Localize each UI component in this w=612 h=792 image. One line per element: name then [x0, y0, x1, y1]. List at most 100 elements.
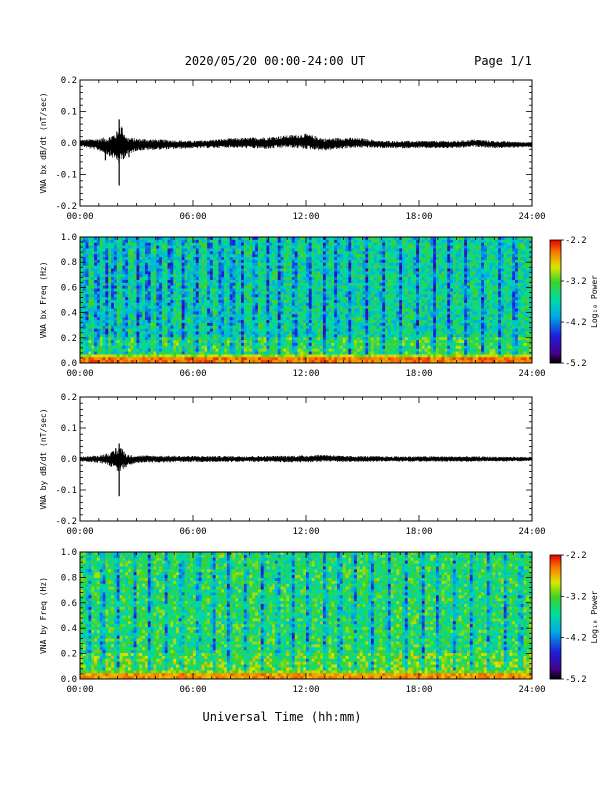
heatmap-cell — [272, 271, 276, 275]
heatmap-cell — [147, 248, 152, 252]
heatmap-cell — [82, 314, 87, 318]
heatmap-cell — [122, 305, 126, 309]
heatmap-cell — [195, 334, 200, 338]
heatmap-cell — [212, 254, 217, 258]
heatmap-cell — [337, 334, 341, 338]
heatmap-cell — [178, 354, 183, 358]
heatmap-cell — [201, 334, 205, 338]
heatmap-cell — [306, 288, 310, 292]
heatmap-cell — [190, 334, 194, 338]
heatmap-cell — [173, 291, 177, 295]
heatmap-cell — [390, 242, 394, 246]
heatmap-cell — [173, 322, 177, 327]
heatmap-cell — [249, 239, 253, 244]
heatmap-cell — [119, 334, 123, 338]
heatmap-cell — [184, 325, 188, 330]
heatmap-cell — [156, 340, 160, 344]
heatmap-cell — [184, 294, 188, 298]
heatmap-cell — [356, 288, 361, 292]
heatmap-cell — [241, 277, 245, 281]
heatmap-cell — [342, 288, 346, 292]
heatmap-cell — [382, 237, 386, 241]
heatmap-cell — [232, 334, 236, 338]
heatmap-cell — [99, 285, 104, 289]
heatmap-cell — [311, 345, 315, 350]
heatmap-cell — [122, 331, 126, 335]
heatmap-cell — [88, 248, 92, 252]
heatmap-cell — [150, 308, 154, 312]
heatmap-cell — [368, 308, 372, 312]
heatmap-cell — [159, 251, 163, 255]
heatmap-cell — [153, 239, 157, 244]
heatmap-cell — [221, 254, 225, 258]
heatmap-cell — [314, 311, 318, 315]
heatmap-cell — [331, 242, 335, 246]
heatmap-cell — [286, 334, 290, 338]
heatmap-cell — [272, 340, 276, 344]
heatmap-cell — [359, 360, 363, 364]
heatmap-cell — [322, 340, 327, 344]
heatmap-cell — [156, 297, 160, 301]
heatmap-cell — [243, 314, 248, 318]
heatmap-cell — [136, 342, 140, 347]
heatmap-cell — [328, 342, 332, 347]
heatmap-cell — [277, 237, 281, 241]
heatmap-cell — [173, 274, 177, 278]
heatmap-cell — [156, 271, 160, 275]
heatmap-cell — [238, 357, 242, 361]
heatmap-cell — [385, 242, 389, 246]
heatmap-cell — [111, 360, 115, 364]
heatmap-cell — [181, 294, 185, 298]
heatmap-cell — [156, 357, 160, 361]
heatmap-cell — [300, 337, 304, 341]
heatmap-cell — [113, 337, 118, 341]
heatmap-cell — [294, 331, 298, 335]
heatmap-cell — [215, 300, 219, 304]
heatmap-cell — [201, 325, 205, 330]
heatmap-cell — [331, 279, 335, 284]
heatmap-cell — [91, 251, 95, 255]
heatmap-cell — [379, 342, 383, 347]
heatmap-cell — [99, 305, 104, 309]
heatmap-cell — [193, 254, 197, 258]
heatmap-cell — [272, 268, 276, 272]
heatmap-cell — [133, 345, 137, 350]
heatmap-cell — [136, 354, 140, 358]
heatmap-cell — [94, 325, 98, 330]
heatmap-cell — [142, 274, 146, 278]
heatmap-cell — [263, 345, 267, 350]
heatmap-cell — [139, 265, 143, 269]
heatmap-cell — [173, 351, 177, 355]
heatmap-cell — [368, 328, 372, 332]
heatmap-cell — [387, 317, 392, 321]
heatmap-cell — [94, 237, 98, 241]
heatmap-cell — [235, 259, 239, 264]
heatmap-cell — [365, 297, 369, 301]
heatmap-cell — [99, 245, 104, 249]
heatmap-cell — [229, 242, 233, 246]
heatmap-cell — [235, 251, 239, 255]
heatmap-cell — [325, 337, 329, 341]
heatmap-cell — [263, 279, 267, 284]
heatmap-cell — [88, 239, 92, 244]
heatmap-cell — [320, 345, 324, 350]
heatmap-cell — [308, 300, 313, 304]
heatmap-cell — [272, 251, 276, 255]
heatmap-cell — [390, 322, 394, 327]
heatmap-cell — [325, 317, 329, 321]
heatmap-cell — [144, 354, 149, 358]
heatmap-cell — [190, 337, 194, 341]
heatmap-cell — [311, 245, 315, 249]
heatmap-cell — [99, 360, 104, 364]
heatmap-cell — [334, 302, 338, 307]
heatmap-cell — [190, 265, 194, 269]
heatmap-cell — [348, 297, 352, 301]
heatmap-cell — [150, 354, 154, 358]
heatmap-cell — [207, 242, 211, 246]
heatmap-cell — [229, 271, 233, 275]
heatmap-cell — [390, 248, 394, 252]
heatmap-cell — [122, 257, 126, 261]
heatmap-cell — [390, 342, 394, 347]
heatmap-cell — [128, 282, 132, 287]
heatmap-cell — [235, 294, 239, 298]
